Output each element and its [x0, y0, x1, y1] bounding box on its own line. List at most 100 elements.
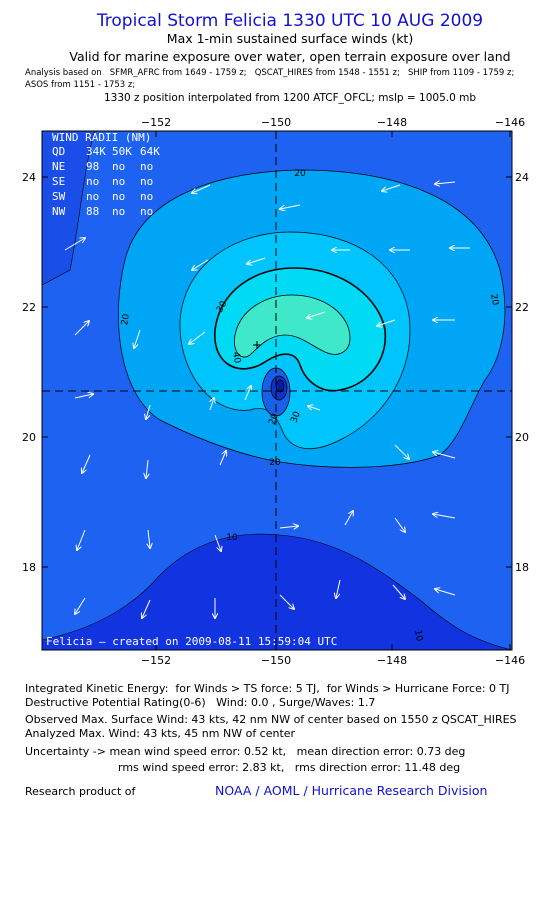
wind-radii-header: 64K	[140, 145, 160, 158]
wind-radii-header: 34K	[86, 145, 106, 158]
wind-vector	[77, 529, 86, 550]
wind-vector	[435, 589, 456, 596]
y-tick-label: 24	[22, 171, 36, 184]
x-tick-label: −146	[495, 654, 525, 667]
wind-radii-cell: no	[140, 160, 153, 173]
wind-vector	[394, 517, 405, 532]
contour-label: 20	[269, 458, 281, 468]
wind-vector	[74, 394, 93, 399]
map-frame	[41, 130, 513, 651]
wind-vector	[146, 404, 151, 419]
y-tick-label: 22	[22, 301, 36, 314]
x-tick-label: −148	[377, 654, 407, 667]
contour-label: 20	[267, 412, 280, 426]
x-tick-label: −150	[261, 116, 291, 129]
wind-vector	[134, 329, 141, 348]
x-tick-label: −152	[141, 654, 171, 667]
y-tick-label: 20	[22, 431, 36, 444]
x-tick-label: −146	[495, 116, 525, 129]
y-tick-label: 18	[22, 561, 36, 574]
research-label: Research product of	[25, 785, 136, 798]
footer-line: Analyzed Max. Wind: 43 kts, 45 nm NW of …	[25, 727, 296, 740]
footer-line: Integrated Kinetic Energy: for Winds > T…	[25, 682, 510, 695]
validity: Valid for marine exposure over water, op…	[69, 49, 510, 64]
wind-radii-cell: SE	[52, 175, 65, 188]
wind-vector	[382, 184, 401, 191]
footer-line: Observed Max. Surface Wind: 43 kts, 42 n…	[25, 713, 517, 726]
wind-field	[42, 131, 512, 650]
wind-radii-cell: no	[112, 190, 125, 203]
map-labels: −152 −152 −150 −150 −148 −148 −146 −146 24 24 22 22…	[22, 116, 529, 798]
aoml-link[interactable]: NOAA / AOML / Hurricane Research Divisio…	[215, 783, 487, 798]
y-tick-label: 24	[515, 171, 529, 184]
contour-label: 20	[120, 313, 132, 326]
y-tick-label: 22	[515, 301, 529, 314]
wind-radii-cell: NW	[52, 205, 66, 218]
link-wrap[interactable]: NOAA / AOML / Hurricane Research Divisio…	[215, 783, 487, 798]
wind-vector	[394, 444, 409, 459]
wind-radii-cell: no	[112, 160, 125, 173]
wind-vector	[279, 594, 294, 609]
contour-band	[42, 533, 512, 650]
wind-vector	[392, 584, 405, 599]
wind-vector	[435, 182, 456, 184]
wind-vector	[214, 534, 221, 551]
position-note: 1330 z position interpolated from 1200 A…	[104, 92, 476, 104]
x-tick-label: −150	[261, 654, 291, 667]
wind-radii-cell: 88	[86, 205, 99, 218]
contour-band	[233, 294, 351, 358]
x-tick-label: −148	[377, 116, 407, 129]
contour-label: 20	[294, 169, 306, 179]
contour-label: 30	[289, 410, 302, 424]
contour-label: 10	[226, 533, 238, 543]
wind-radii-cell: no	[112, 205, 125, 218]
wind-radii-cell: no	[140, 190, 153, 203]
wind-vector	[142, 599, 151, 618]
wind-vector	[307, 311, 326, 318]
wind-radii-cell: no	[140, 205, 153, 218]
contour-band	[42, 131, 96, 286]
wind-vector	[192, 259, 209, 270]
wind-radii-cell: no	[86, 190, 99, 203]
contour-label: 20	[488, 293, 500, 306]
wind-radii-title: WIND RADII (NM)	[52, 131, 151, 144]
wind-vector	[247, 257, 266, 264]
wind-vector	[433, 452, 456, 459]
contour-label: 10	[412, 629, 424, 642]
credit: Felicia — created on 2009-08-11 15:59:04…	[46, 635, 337, 648]
footer-line: Uncertainty -> mean wind speed error: 0.…	[25, 745, 465, 758]
max-wind-marker	[253, 341, 261, 349]
wind-vector	[192, 184, 211, 193]
wind-vector	[280, 204, 301, 209]
contour-band	[275, 379, 285, 393]
wind-vector	[279, 526, 298, 528]
wind-vector	[433, 514, 456, 519]
wind-radii-cell: 98	[86, 160, 99, 173]
contour-label: 40	[230, 351, 242, 364]
wind-radii-cell: SW	[52, 190, 66, 203]
y-tick-label: 20	[515, 431, 529, 444]
wind-vector	[219, 451, 226, 466]
analysis-line: Analysis based on SFMR_AFRC from 1649 - …	[25, 68, 514, 78]
wind-vector	[308, 406, 321, 411]
wind-vector	[189, 331, 206, 344]
wind-radii-cell: NE	[52, 160, 65, 173]
wind-radii-header: QD	[52, 145, 65, 158]
footer-line: rms wind speed error: 2.83 kt, rms direc…	[118, 761, 460, 774]
wind-vector	[74, 321, 89, 336]
wind-vector	[64, 238, 85, 251]
wind-vector	[377, 319, 396, 326]
title: Tropical Storm Felicia 1330 UTC 10 AUG 2…	[96, 11, 483, 31]
wind-vector	[82, 454, 91, 473]
wind-vector	[146, 459, 148, 478]
wind-radii-header: 50K	[112, 145, 132, 158]
wind-vector	[209, 398, 214, 411]
footer-line: Destructive Potential Rating(0-6) Wind: …	[25, 696, 375, 709]
wind-vector	[75, 597, 86, 614]
wind-radii-cell: no	[140, 175, 153, 188]
wind-vector	[244, 386, 251, 401]
x-tick-label: −152	[141, 116, 171, 129]
wind-vector	[336, 579, 341, 598]
wind-vectors	[64, 182, 470, 618]
